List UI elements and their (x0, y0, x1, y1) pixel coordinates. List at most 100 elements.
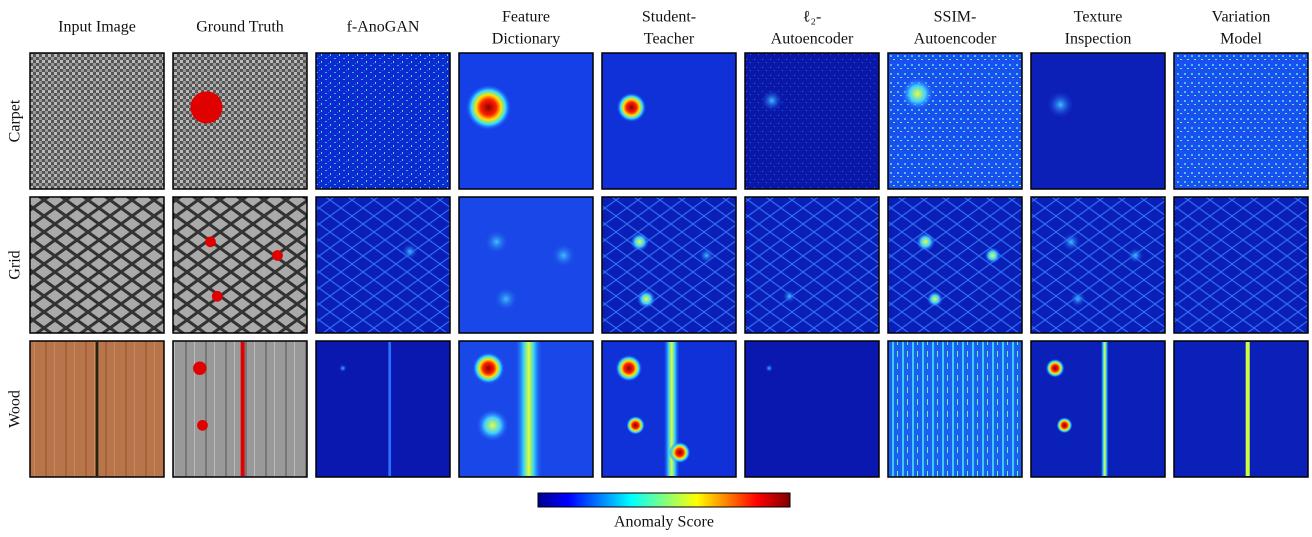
anomaly-blob (466, 85, 512, 131)
anomaly-blob (901, 78, 933, 110)
image-tile (459, 197, 593, 333)
image-tile (1174, 341, 1308, 477)
column-header: Inspection (1065, 31, 1132, 48)
anomaly-line (388, 342, 391, 476)
tile-background (316, 341, 450, 477)
anomaly-blob (637, 290, 656, 309)
tile-background (888, 341, 1022, 477)
anomaly-blob (1047, 91, 1074, 118)
tile-background (745, 341, 879, 477)
row-label: Carpet (7, 99, 24, 142)
image-tile (173, 53, 307, 189)
anomaly-blob (626, 416, 645, 435)
tile-background (1174, 197, 1308, 333)
anomaly-blob (205, 237, 216, 248)
image-tile (316, 197, 450, 333)
anomaly-blob (1070, 291, 1086, 307)
anomaly-blob (472, 352, 504, 384)
image-tile (1031, 341, 1165, 477)
row-label: Wood (7, 390, 24, 428)
image-tile (1031, 53, 1165, 189)
image-tile (888, 341, 1022, 477)
anomaly-blob (669, 442, 690, 463)
column-header: Autoencoder (914, 31, 997, 48)
anomaly-blob (212, 291, 223, 302)
column-header: Autoencoder (771, 31, 854, 48)
column-header: Texture (1074, 9, 1123, 26)
column-header: Dictionary (492, 31, 560, 48)
anomaly-blob (402, 243, 418, 259)
tile-background (602, 197, 736, 333)
image-tile (459, 341, 593, 477)
colorbar (538, 493, 790, 507)
anomaly-line (1101, 342, 1109, 476)
anomaly-line (96, 342, 99, 476)
image-tile (745, 341, 879, 477)
image-tile (888, 53, 1022, 189)
anomaly-blob (339, 364, 347, 372)
tile-background (602, 53, 736, 189)
image-tile (316, 341, 450, 477)
image-tile (888, 197, 1022, 333)
tile-background (30, 197, 164, 333)
anomaly-blob (984, 247, 1000, 263)
anomaly-blob (698, 247, 714, 263)
column-header: ℓ₂- (803, 9, 822, 26)
row-label: Grid (7, 250, 24, 279)
anomaly-blob (617, 93, 646, 122)
tile-background (745, 197, 879, 333)
colorbar-label: Anomaly Score (614, 514, 714, 531)
anomaly-line (515, 342, 542, 476)
column-header: SSIM- (934, 9, 977, 26)
column-header: Student- (642, 9, 696, 26)
anomaly-blob (765, 364, 773, 372)
column-header: Model (1220, 31, 1262, 48)
tile-background (888, 53, 1022, 189)
tile-background (316, 197, 450, 333)
anomaly-blob (483, 228, 510, 255)
anomaly-blob (493, 286, 520, 313)
tile-background (1031, 53, 1165, 189)
image-tile (602, 341, 736, 477)
tile-background (1031, 197, 1165, 333)
image-tile (459, 53, 593, 189)
image-tile (173, 341, 307, 477)
tile-background (316, 53, 450, 189)
anomaly-blob (1127, 247, 1143, 263)
tile-background (173, 197, 307, 333)
anomaly-blob (1046, 359, 1065, 378)
image-tile (1031, 197, 1165, 333)
anomaly-blob (190, 91, 222, 123)
image-tile (30, 53, 164, 189)
column-header: Ground Truth (196, 19, 284, 36)
image-tile (602, 53, 736, 189)
anomaly-blob (1056, 417, 1072, 433)
tile-background (745, 53, 879, 189)
image-tile (745, 197, 879, 333)
image-tile (1174, 53, 1308, 189)
anomaly-line (1246, 342, 1250, 476)
anomaly-blob (1062, 233, 1081, 252)
column-header: Input Image (58, 19, 136, 36)
tile-background (30, 53, 164, 189)
image-tile (602, 197, 736, 333)
anomaly-line (241, 342, 245, 476)
column-header: Teacher (644, 31, 695, 48)
image-tile (745, 53, 879, 189)
anomaly-blob (197, 420, 208, 431)
figure: Anomaly Score Input Image Ground Truth f-A… (0, 0, 1312, 537)
anomaly-blob (761, 90, 782, 111)
column-header: Variation (1212, 9, 1271, 26)
image-tile (316, 53, 450, 189)
column-header: f-AnoGAN (347, 19, 420, 36)
image-tile (30, 341, 164, 477)
anomaly-blob (916, 233, 935, 252)
anomaly-blob (476, 409, 508, 441)
anomaly-blob (630, 233, 649, 252)
tile-background (1174, 53, 1308, 189)
image-tile (173, 197, 307, 333)
column-header: Feature (502, 9, 550, 26)
image-tile (30, 197, 164, 333)
tile-background (888, 197, 1022, 333)
anomaly-blob (927, 291, 943, 307)
